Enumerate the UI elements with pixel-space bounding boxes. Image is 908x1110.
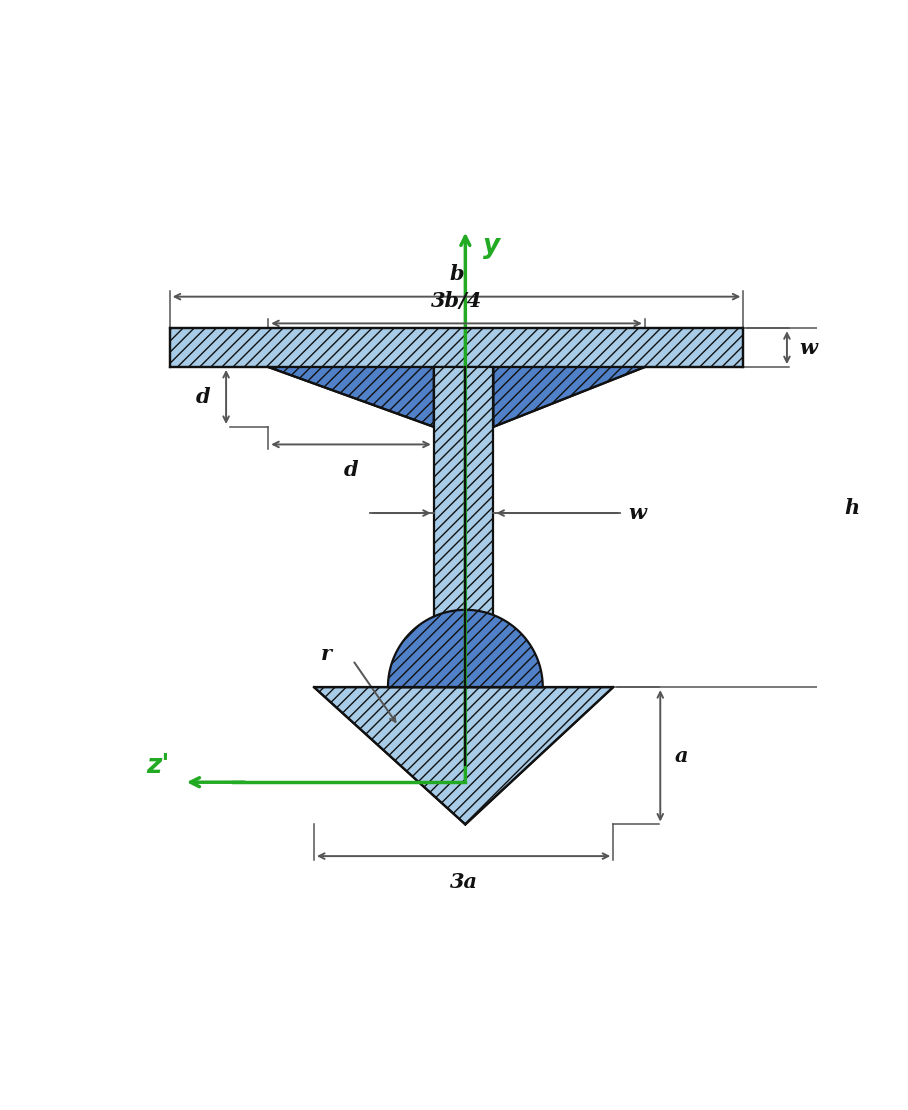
Text: 3b/4: 3b/4	[431, 291, 482, 311]
Text: b: b	[449, 264, 464, 284]
Text: y: y	[483, 233, 500, 260]
Text: 3a: 3a	[449, 871, 478, 891]
Polygon shape	[314, 687, 613, 825]
Polygon shape	[434, 367, 494, 687]
Polygon shape	[388, 609, 543, 687]
Text: a: a	[675, 746, 688, 766]
Text: h: h	[844, 497, 860, 517]
Polygon shape	[170, 329, 744, 367]
Text: d: d	[344, 460, 359, 480]
Text: z': z'	[146, 753, 170, 779]
Polygon shape	[269, 367, 434, 427]
Text: r: r	[321, 645, 331, 665]
Text: w: w	[800, 337, 817, 357]
Polygon shape	[494, 367, 645, 427]
Text: w: w	[628, 503, 646, 523]
Text: d: d	[196, 387, 211, 407]
